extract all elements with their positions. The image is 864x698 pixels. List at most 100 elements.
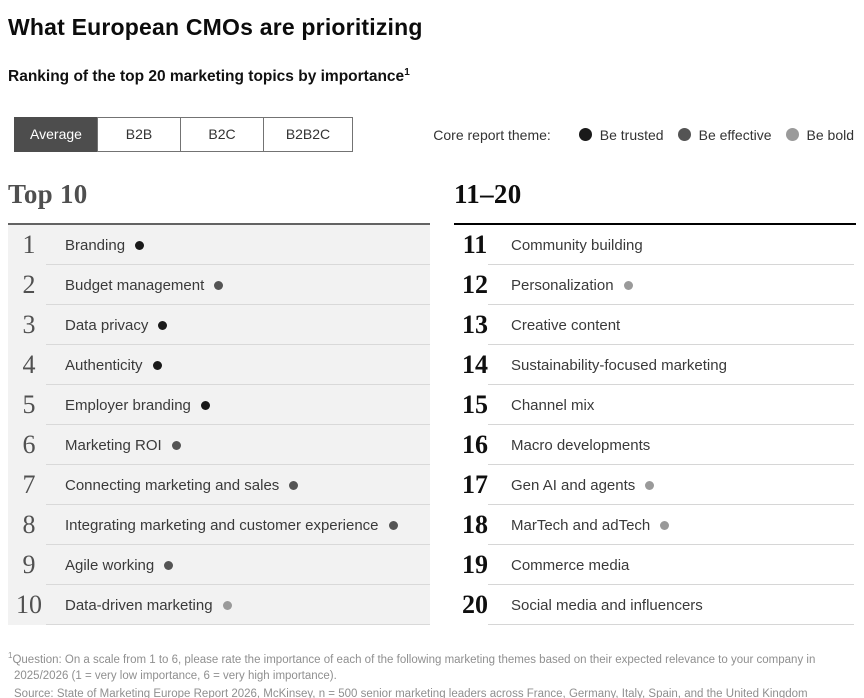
topic-label: Data privacy xyxy=(65,316,149,334)
legend-title: Core report theme: xyxy=(433,126,551,143)
theme-dot-icon xyxy=(222,600,232,610)
topic-label: Channel mix xyxy=(511,396,595,414)
topic-label: Community building xyxy=(511,236,643,254)
topic-label: Marketing ROI xyxy=(65,436,162,454)
ranking-row-19: 19 Commerce media xyxy=(454,545,856,586)
topic-label: Branding xyxy=(65,236,126,254)
legend-label: Be bold xyxy=(806,126,854,143)
rank-number: 10 xyxy=(16,590,42,620)
ranking-row-3: 3 Data privacy xyxy=(8,305,430,346)
controls-row: Average B2B B2C B2B2C Core report theme:… xyxy=(14,117,854,153)
rank-number: 14 xyxy=(462,350,488,380)
rank-number: 12 xyxy=(462,270,488,300)
ranking-row-4: 4 Authenticity xyxy=(8,345,430,386)
ranking-row-2: 2 Budget management xyxy=(8,265,430,306)
ranking-row-20: 20 Social media and influencers xyxy=(454,585,856,626)
be-effective-dot-icon xyxy=(677,128,691,142)
rank-number: 13 xyxy=(462,310,488,340)
theme-dot-icon xyxy=(660,520,670,530)
column-heading-top-10: Top 10 xyxy=(8,173,430,226)
rank-number: 15 xyxy=(462,390,488,420)
rank-number: 9 xyxy=(22,550,36,580)
topic-label: Commerce media xyxy=(511,556,630,574)
legend-label: Be trusted xyxy=(599,126,664,143)
topic-label: Sustainability-focused marketing xyxy=(511,356,727,374)
topic-label: Agile working xyxy=(65,556,155,574)
tab-b2c[interactable]: B2C xyxy=(180,117,264,153)
column-top-10: Top 10 1 Branding 2 Budget management 3 … xyxy=(8,173,430,626)
ranking-columns: Top 10 1 Branding 2 Budget management 3 … xyxy=(8,173,856,626)
ranking-row-10: 10 Data-driven marketing xyxy=(8,585,430,626)
ranking-row-15: 15 Channel mix xyxy=(454,385,856,426)
rank-number: 19 xyxy=(462,550,488,580)
ranking-row-18: 18 MarTech and adTech xyxy=(454,505,856,546)
rank-number: 2 xyxy=(22,270,36,300)
theme-dot-icon xyxy=(645,480,655,490)
theme-legend: Core report theme: Be trusted Be effecti… xyxy=(433,127,854,143)
page-subtitle: Ranking of the top 20 marketing topics b… xyxy=(8,67,856,86)
topic-label: MarTech and adTech xyxy=(511,516,651,534)
topic-label: Employer branding xyxy=(65,396,191,414)
footnote-question: 1Question: On a scale from 1 to 6, pleas… xyxy=(8,651,816,682)
topic-label: Social media and influencers xyxy=(511,596,703,614)
theme-dot-icon xyxy=(158,320,168,330)
tab-b2b[interactable]: B2B xyxy=(97,117,181,153)
column-11-20: 11–20 11 Community building 12 Personali… xyxy=(454,173,856,626)
theme-dot-icon xyxy=(135,240,145,250)
theme-dot-icon xyxy=(388,520,398,530)
page-title: What European CMOs are prioritizing xyxy=(8,14,423,40)
legend-item-be-effective: Be effective xyxy=(677,126,772,143)
rank-number: 6 xyxy=(22,430,36,460)
footnote-marker: 1 xyxy=(8,651,13,661)
theme-dot-icon xyxy=(171,440,181,450)
topic-label: Authenticity xyxy=(65,356,143,374)
rank-number: 5 xyxy=(22,390,36,420)
subtitle-footnote-marker: 1 xyxy=(404,67,410,78)
topic-label: Connecting marketing and sales xyxy=(65,476,280,494)
topic-label: Data-driven marketing xyxy=(65,596,213,614)
ranking-row-11: 11 Community building xyxy=(454,225,856,266)
topic-label: Gen AI and agents xyxy=(511,476,636,494)
rank-number: 11 xyxy=(462,230,488,260)
ranking-row-13: 13 Creative content xyxy=(454,305,856,346)
rank-number: 18 xyxy=(462,510,488,540)
rank-number: 16 xyxy=(462,430,488,460)
footnote-source: Source: State of Marketing Europe Report… xyxy=(14,687,808,698)
topic-label: Creative content xyxy=(511,316,621,334)
tab-average[interactable]: Average xyxy=(14,117,98,153)
ranking-row-5: 5 Employer branding xyxy=(8,385,430,426)
theme-dot-icon xyxy=(289,480,299,490)
ranking-row-16: 16 Macro developments xyxy=(454,425,856,466)
topic-label: Budget management xyxy=(65,276,205,294)
theme-dot-icon xyxy=(164,560,174,570)
be-trusted-dot-icon xyxy=(578,128,592,142)
legend-label: Be effective xyxy=(698,126,772,143)
ranking-row-1: 1 Branding xyxy=(8,225,430,266)
be-bold-dot-icon xyxy=(785,128,799,142)
theme-dot-icon xyxy=(152,360,162,370)
rank-number: 7 xyxy=(22,470,36,500)
page-subtitle-text: Ranking of the top 20 marketing topics b… xyxy=(8,68,405,86)
topic-label: Personalization xyxy=(511,276,614,294)
topic-label: Macro developments xyxy=(511,436,651,454)
legend-item-be-trusted: Be trusted xyxy=(578,126,664,143)
ranking-row-14: 14 Sustainability-focused marketing xyxy=(454,345,856,386)
segment-tab-bar: Average B2B B2C B2B2C xyxy=(14,117,353,153)
rank-number: 3 xyxy=(22,310,36,340)
tab-b2b2c[interactable]: B2B2C xyxy=(263,117,353,153)
column-heading-11-20: 11–20 xyxy=(454,173,856,226)
ranking-row-6: 6 Marketing ROI xyxy=(8,425,430,466)
ranking-row-12: 12 Personalization xyxy=(454,265,856,306)
rank-number: 20 xyxy=(462,590,488,620)
theme-dot-icon xyxy=(200,400,210,410)
rank-number: 1 xyxy=(22,230,36,260)
ranking-row-9: 9 Agile working xyxy=(8,545,430,586)
legend-item-be-bold: Be bold xyxy=(785,126,854,143)
rank-number: 8 xyxy=(22,510,36,540)
theme-dot-icon xyxy=(214,280,224,290)
ranking-row-17: 17 Gen AI and agents xyxy=(454,465,856,506)
ranking-row-8: 8 Integrating marketing and customer exp… xyxy=(8,505,430,546)
theme-dot-icon xyxy=(623,280,633,290)
footnotes: 1Question: On a scale from 1 to 6, pleas… xyxy=(8,650,856,698)
